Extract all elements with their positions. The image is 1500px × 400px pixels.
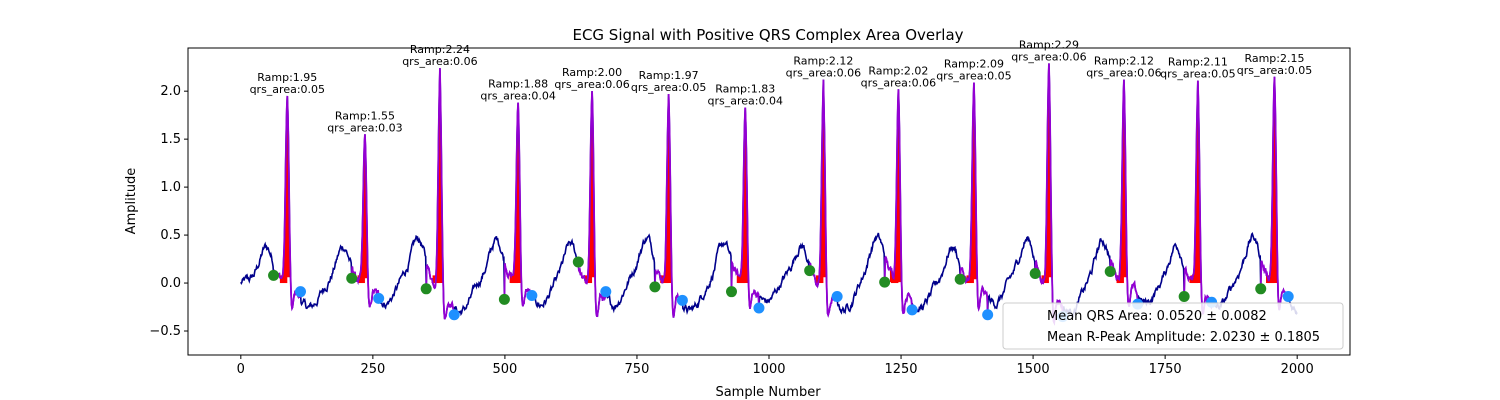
y-tick-label: 0.5: [160, 228, 181, 243]
y-tick-label: 1.5: [160, 132, 181, 147]
ramp-label: Ramp:2.24: [410, 43, 470, 56]
qrs-segment-line: [1183, 80, 1213, 315]
x-tick-label: 1500: [1017, 362, 1050, 377]
ramp-label: Ramp:2.12: [1094, 55, 1154, 68]
qrs-area-label: qrs_area:0.05: [631, 81, 706, 94]
qrs-onset-marker: [1255, 283, 1267, 295]
qrs-area-label: qrs_area:0.04: [480, 90, 555, 103]
qrs-segment-line: [1259, 76, 1290, 311]
qrs-onset-marker: [346, 272, 358, 284]
qrs-area-label: qrs_area:0.06: [402, 55, 477, 68]
qrs-offset-marker: [676, 294, 688, 306]
qrs-area-label: qrs_area:0.05: [250, 83, 325, 96]
x-axis-ticks: 0 250 500 750 1000 1250 1500 1750 2000: [237, 355, 1314, 377]
qrs-segment-line: [577, 91, 607, 318]
qrs-onset-marker: [879, 276, 891, 288]
ramp-label: Ramp:2.00: [562, 66, 622, 79]
qrs-area-label: qrs_area:0.06: [861, 76, 936, 89]
y-axis-ticks: −0.5 0.0 0.5 1.0 1.5 2.0: [149, 84, 188, 339]
ramp-label: Ramp:1.55: [335, 109, 395, 122]
qrs-onset-marker: [1029, 267, 1041, 279]
y-tick-label: 0.0: [160, 276, 181, 291]
qrs-segment-line: [425, 68, 456, 320]
qrs-onset-marker: [954, 273, 966, 285]
x-tick-label: 500: [492, 362, 517, 377]
qrs-offset-marker: [982, 309, 994, 321]
qrs-segment-line: [730, 107, 760, 309]
qrs-area-label: qrs_area:0.05: [1237, 64, 1312, 77]
ramp-label: Ramp:1.97: [639, 69, 699, 82]
legend-box: [1002, 302, 1344, 350]
qrs-area-base: [737, 275, 746, 284]
x-tick-label: 250: [360, 362, 385, 377]
x-tick-label: 1250: [884, 362, 917, 377]
qrs-offset-marker: [526, 290, 538, 302]
qrs-area-label: qrs_area:0.06: [554, 78, 629, 91]
qrs-area-base: [966, 275, 974, 284]
x-tick-label: 750: [625, 362, 650, 377]
qrs-area-base: [891, 275, 899, 284]
chart-title: ECG Signal with Positive QRS Complex Are…: [572, 26, 963, 44]
qrs-onset-marker: [1104, 266, 1116, 278]
qrs-area-label: qrs_area:0.05: [936, 70, 1011, 83]
legend: Mean QRS Area: 0.0520 ± 0.0082 Mean R-Pe…: [1002, 302, 1344, 350]
y-axis-label: Amplitude: [124, 168, 139, 235]
y-tick-label: 1.0: [160, 180, 181, 195]
qrs-onset-marker: [725, 286, 737, 298]
ramp-label: Ramp:2.11: [1168, 56, 1228, 69]
qrs-offset-marker: [1282, 290, 1294, 302]
beat-annotations: Ramp:1.95qrs_area:0.05Ramp:1.55qrs_area:…: [250, 38, 1313, 134]
x-tick-label: 1750: [1149, 362, 1182, 377]
qrs-area-label: qrs_area:0.06: [1011, 50, 1086, 63]
legend-mean-qrs-area: Mean QRS Area: 0.0520 ± 0.0082: [1047, 309, 1267, 324]
qrs-offset-marker: [373, 292, 385, 304]
qrs-segment-line: [503, 102, 533, 307]
qrs-area-base: [1190, 275, 1198, 284]
qrs-onset-marker: [649, 281, 661, 293]
qrs-offset-marker: [600, 286, 612, 298]
ramp-label: Ramp:2.02: [868, 64, 928, 77]
qrs-segment-line: [654, 94, 684, 318]
x-tick-label: 0: [237, 362, 245, 377]
qrs-onset-marker: [804, 265, 816, 277]
ramp-label: Ramp:2.15: [1244, 52, 1304, 65]
qrs-onset-marker: [268, 269, 280, 281]
qrs-area-label: qrs_area:0.04: [707, 94, 782, 107]
qrs-area-label: qrs_area:0.05: [1160, 68, 1235, 81]
qrs-offset-marker: [295, 286, 307, 298]
qrs-offset-marker: [753, 302, 765, 314]
qrs-area-base: [661, 275, 669, 284]
qrs-onset-marker: [1178, 290, 1190, 302]
qrs-area-base: [1267, 275, 1275, 284]
qrs-offset-marker: [448, 309, 460, 321]
x-tick-label: 2000: [1281, 362, 1314, 377]
qrs-area-label: qrs_area:0.03: [327, 121, 402, 134]
x-axis-label: Sample Number: [715, 385, 821, 400]
ramp-label: Ramp:2.09: [944, 58, 1004, 71]
ramp-label: Ramp:1.88: [488, 78, 548, 91]
qrs-onset-marker: [420, 283, 432, 295]
qrs-segment-line: [883, 89, 914, 315]
legend-mean-r-peak: Mean R-Peak Amplitude: 2.0230 ± 0.1805: [1047, 330, 1320, 345]
qrs-area-base: [1116, 275, 1124, 284]
qrs-area-base: [357, 275, 365, 284]
ramp-label: Ramp:1.83: [715, 82, 775, 95]
qrs-area-label: qrs_area:0.06: [1086, 67, 1161, 80]
qrs-area-base: [279, 275, 288, 284]
x-tick-label: 1000: [752, 362, 785, 377]
y-tick-label: −0.5: [149, 324, 181, 339]
beat-markers: [268, 256, 1294, 323]
qrs-area-base: [510, 275, 519, 284]
ramp-label: Ramp:1.95: [257, 71, 317, 84]
qrs-area-label: qrs_area:0.06: [786, 67, 861, 80]
qrs-area-base: [1041, 275, 1049, 284]
qrs-onset-marker: [572, 256, 584, 268]
ramp-label: Ramp:2.12: [793, 55, 853, 68]
qrs-offset-marker: [831, 290, 843, 302]
y-tick-label: 2.0: [160, 84, 181, 99]
qrs-offset-marker: [906, 304, 918, 316]
qrs-onset-marker: [498, 293, 510, 305]
